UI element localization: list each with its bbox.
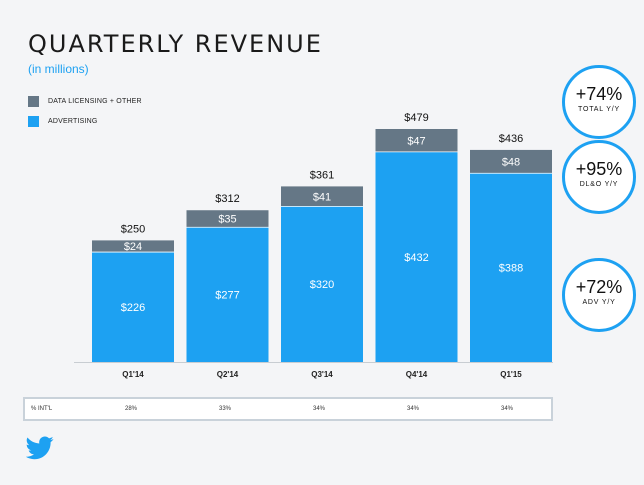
bar-advertising [186,227,269,362]
bar-advertising [470,173,552,362]
intl-value: 33% [218,406,231,412]
bar-total-label: $312 [215,193,239,205]
legend-swatch-data-licensing [28,95,39,107]
x-tick-label: Q1'15 [500,370,522,379]
legend-swatch-advertising [28,115,39,127]
intl-value: 28% [124,406,137,412]
bar-total-label: $436 [499,133,523,145]
bar-data-licensing [186,210,269,228]
dlo-growth-badge: +95% DL&O Y/Y [562,140,636,214]
intl-percentage-table: % INT'L 28% 33% 34% 34% 34% [23,397,553,421]
bar-total-label: $361 [310,169,334,181]
legend-label-advertising: ADVERTISING [48,117,98,125]
bar-data-licensing [92,240,174,253]
x-tick-label: Q1'14 [122,370,144,379]
badge-label: DL&O Y/Y [579,181,619,188]
legend-item-advertising: ADVERTISING [28,115,142,127]
bar-value-label-data-licensing: $48 [502,157,520,169]
bar-total-label: $250 [121,223,145,235]
badge-value: +72% [575,277,623,297]
bird-icon [26,436,54,460]
bar-value-label-advertising: $388 [499,263,523,275]
bar-value-label-data-licensing: $41 [313,191,331,203]
x-tick-label: Q2'14 [217,370,239,379]
badge-label: TOTAL Y/Y [578,106,620,113]
intl-row-label: % INT'L [31,406,53,412]
badge-label: ADV Y/Y [582,299,616,306]
bar-data-licensing [470,149,552,174]
intl-value: 34% [406,406,419,412]
intl-value: 34% [312,406,325,412]
chart-legend: DATA LICENSING + OTHER ADVERTISING [28,95,142,135]
badge-value: +74% [575,84,623,104]
bar-advertising [281,206,363,362]
bar-value-label-advertising: $432 [404,252,428,264]
intl-value: 34% [500,406,513,412]
bar-data-licensing [375,129,458,152]
bar-advertising [375,151,458,362]
bar-value-label-data-licensing: $35 [218,214,236,226]
bar-total-label: $479 [404,112,428,124]
bar-value-label-advertising: $226 [121,302,145,314]
adv-growth-badge: +72% ADV Y/Y [562,258,636,332]
badge-value: +95% [575,159,623,179]
bar-value-label-advertising: $277 [215,290,239,302]
bar-advertising [92,252,174,362]
legend-item-data-licensing: DATA LICENSING + OTHER [28,95,142,107]
bar-value-label-advertising: $320 [310,279,334,291]
page-title: QUARTERLY REVENUE [28,30,323,58]
page-subtitle: (in millions) [28,62,89,76]
bar-value-label-data-licensing: $47 [407,135,425,147]
bar-data-licensing [281,186,363,207]
x-tick-label: Q4'14 [406,370,428,379]
legend-label-data-licensing: DATA LICENSING + OTHER [48,97,142,105]
total-growth-badge: +74% TOTAL Y/Y [562,65,636,139]
bar-value-label-data-licensing: $24 [124,241,142,253]
x-tick-label: Q3'14 [311,370,333,379]
